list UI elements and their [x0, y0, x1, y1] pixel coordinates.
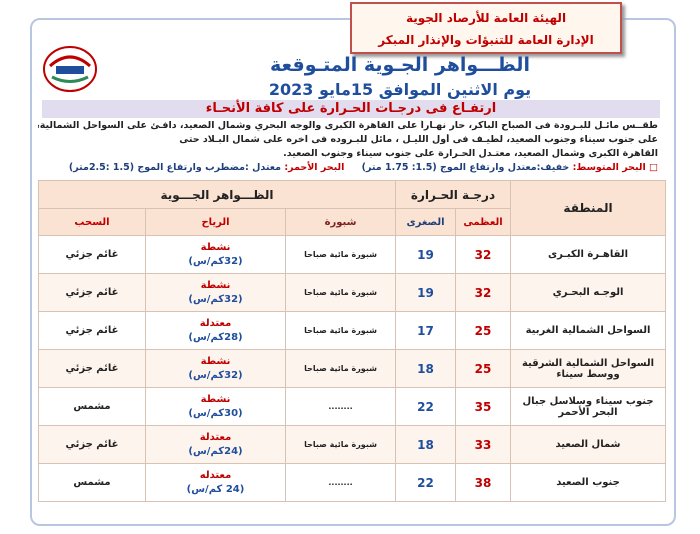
- clouds-cell: غائم جزئي: [37, 425, 147, 464]
- clouds-cell: مشمس: [37, 387, 147, 426]
- min-temp-cell: 18: [395, 349, 457, 388]
- summary-line: على جنوب سيناء وجنوب الصعيد، لطيـف فى أو…: [179, 134, 658, 145]
- logo: [43, 46, 97, 92]
- header-cell: المنطقة: [510, 180, 667, 236]
- wind-speed: (32كم/س): [188, 293, 243, 305]
- max-temp-cell: 25: [455, 311, 512, 350]
- fog-cell: شبورة مائية صباحا: [285, 235, 397, 274]
- max-temp-cell: 32: [455, 273, 512, 312]
- wind-cell: نشطة (32كم/س): [145, 349, 287, 388]
- wind-strength: معتدله: [199, 469, 232, 481]
- clouds-cell: غائم جزئي: [37, 235, 147, 274]
- header-cell: العظمى: [455, 208, 512, 236]
- table-row: السواحل الشمالية الشرقية ووسط سيناء 25 18 ش…: [37, 349, 667, 388]
- region-cell: السواحل الشمالية الغربية: [510, 311, 667, 350]
- sea-label: البحر المتوسط:: [572, 162, 646, 173]
- min-temp-cell: 18: [395, 425, 457, 464]
- sea-text: خفيف:معتدل وارتفاع الموج (1.5: 1.75 متر): [361, 162, 570, 173]
- fog-cell: شبورة مائية صباحا: [285, 349, 397, 388]
- header-cell: الظـــواهر الجـــوية: [37, 180, 397, 209]
- wind-speed: (32كم/س): [188, 255, 243, 267]
- region-cell: جنوب سيناء وسلاسل جبال البحر الأحمر: [510, 387, 667, 426]
- wind-strength: نشطة: [200, 279, 231, 291]
- table-body: القاهـرة الكبـرى 32 19 شبورة مائية صباحا نشط…: [37, 235, 667, 502]
- wind-speed: (30كم/س): [188, 407, 243, 419]
- clouds-cell: غائم جزئي: [37, 273, 147, 312]
- wind-strength: نشطة: [200, 393, 231, 405]
- header-cell: الرياح: [145, 208, 287, 236]
- fog-cell: ........: [285, 387, 397, 426]
- max-temp-cell: 32: [455, 235, 512, 274]
- table-row: شمال الصعيد 33 18 شبورة مائية صباحا معتدلة (2…: [37, 425, 667, 464]
- wind-cell: نشطة (32كم/س): [145, 235, 287, 274]
- wind-speed: (24 كم/س): [186, 483, 245, 495]
- table-row: الوجـه البحـري 32 19 شبورة مائية صباحا نشطة (…: [37, 273, 667, 312]
- region-cell: السواحل الشمالية الشرقية ووسط سيناء: [510, 349, 667, 388]
- fog-cell: شبورة مائية صباحا: [285, 311, 397, 350]
- summary-line: القاهرة الكبرى وشمال الصعيد، معتـدل الحـ…: [283, 148, 658, 159]
- clouds-cell: غائم جزئي: [37, 311, 147, 350]
- wind-cell: معتدلة (28كم/س): [145, 311, 287, 350]
- min-temp-cell: 19: [395, 235, 457, 274]
- wind-cell: نشطة (30كم/س): [145, 387, 287, 426]
- table-row: السواحل الشمالية الغربية 25 17 شبورة مائية …: [37, 311, 667, 350]
- fog-cell: ........: [285, 463, 397, 502]
- max-temp-cell: 38: [455, 463, 512, 502]
- table-row: جنوب الصعيد 38 22........ معتدله (24 كم/س) مش…: [37, 463, 667, 502]
- clouds-cell: مشمس: [37, 463, 147, 502]
- region-cell: شمال الصعيد: [510, 425, 667, 464]
- min-temp-cell: 19: [395, 273, 457, 312]
- headline: ارتفـاع فى درجـات الحـرارة على كافة الأن…: [42, 100, 660, 118]
- wind-speed: (28كم/س): [188, 331, 243, 343]
- header-cell: شبورة: [285, 208, 397, 236]
- date: يوم الاثنين الموافق 15مايو 2023: [268, 80, 532, 99]
- wind-speed: (32كم/س): [188, 369, 243, 381]
- wind-strength: معتدلة: [199, 431, 232, 443]
- title: الظـــواهر الجـوية المتـوقعة: [270, 54, 530, 76]
- min-temp-cell: 22: [395, 387, 457, 426]
- region-cell: جنوب الصعيد: [510, 463, 667, 502]
- header-box: الهيئة العامة للأرصاد الجوية الإدارة الع…: [350, 2, 622, 54]
- region-cell: القاهـرة الكبـرى: [510, 235, 667, 274]
- min-temp-cell: 17: [395, 311, 457, 350]
- wind-strength: نشطة: [200, 355, 231, 367]
- sea-state: □ البحر المتوسط: خفيف:معتدل وارتفاع المو…: [68, 162, 658, 173]
- fog-cell: شبورة مائية صباحا: [285, 273, 397, 312]
- forecast-table: المنطقة درجـة الحـرارة الظـــواهر الجـــ…: [37, 180, 667, 502]
- max-temp-cell: 33: [455, 425, 512, 464]
- max-temp-cell: 25: [455, 349, 512, 388]
- max-temp-cell: 35: [455, 387, 512, 426]
- table-row: جنوب سيناء وسلاسل جبال البحر الأحمر 35 22.…: [37, 387, 667, 426]
- min-temp-cell: 22: [395, 463, 457, 502]
- fog-cell: شبورة مائية صباحا: [285, 425, 397, 464]
- header-cell: درجـة الحـرارة: [395, 180, 512, 209]
- org-name: الهيئة العامة للأرصاد الجوية: [405, 11, 567, 25]
- wind-cell: معتدله (24 كم/س): [145, 463, 287, 502]
- clouds-cell: غائم جزئي: [37, 349, 147, 388]
- summary-line: طقــس مائـل للبـرودة فى الصباح الباكر، ح…: [38, 120, 658, 131]
- sea-text: معتدل :مضطرب وارتفاع الموج (1.5 :2.5متر): [68, 162, 281, 173]
- header-cell: الصغرى: [395, 208, 457, 236]
- sea-label: البحر الأحمر:: [284, 162, 345, 173]
- dept-name: الإدارة العامة للتنبؤات والإنذار المبكر: [378, 33, 594, 47]
- header-cell: السحب: [37, 208, 147, 236]
- wind-cell: معتدلة (24كم/س): [145, 425, 287, 464]
- wind-cell: نشطة (32كم/س): [145, 273, 287, 312]
- wind-strength: نشطة: [200, 241, 231, 253]
- wind-strength: معتدلة: [199, 317, 232, 329]
- wind-speed: (24كم/س): [188, 445, 243, 457]
- region-cell: الوجـه البحـري: [510, 273, 667, 312]
- table-row: القاهـرة الكبـرى 32 19 شبورة مائية صباحا نشط…: [37, 235, 667, 274]
